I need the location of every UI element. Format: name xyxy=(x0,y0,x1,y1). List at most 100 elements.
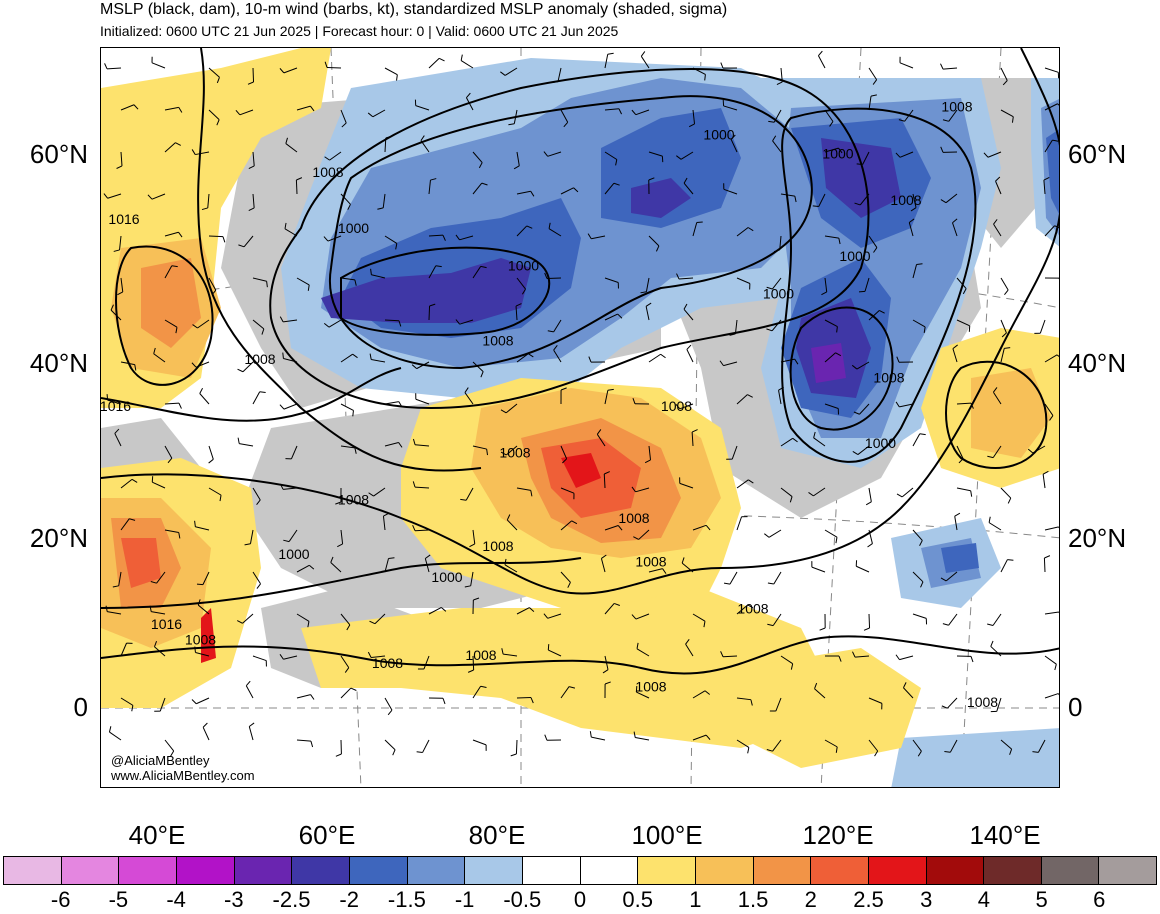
wind-barb-flag xyxy=(256,583,261,589)
wind-barb xyxy=(1043,557,1046,573)
wind-barb xyxy=(603,473,606,489)
wind-barb-flag xyxy=(1011,116,1014,123)
wind-barb xyxy=(681,562,694,573)
wind-barb xyxy=(824,277,828,292)
wind-barb xyxy=(772,140,782,153)
wind-barb-flag xyxy=(633,731,636,738)
wind-barb-flag xyxy=(296,177,303,181)
wind-barb-flag xyxy=(116,165,123,169)
wind-barb-flag xyxy=(438,57,445,62)
wind-barb xyxy=(604,603,615,615)
wind-barb xyxy=(560,187,574,195)
wind-barb xyxy=(472,182,483,195)
colorbar-swatch xyxy=(465,857,523,884)
wind-barb xyxy=(414,486,430,489)
wind-barb-flag xyxy=(644,459,651,464)
wind-barb xyxy=(956,445,964,459)
wind-barb xyxy=(901,487,914,498)
colorbar-label: 0.5 xyxy=(622,887,653,912)
lat-label-right-60: 60°N xyxy=(1068,139,1127,169)
wind-barb-flag xyxy=(237,437,240,444)
wind-barb-flag xyxy=(219,495,222,502)
wind-barb xyxy=(384,739,396,751)
wind-barb-flag xyxy=(747,747,750,754)
wind-barb xyxy=(1044,139,1053,153)
wind-barb xyxy=(899,655,914,661)
wind-barb xyxy=(912,264,918,279)
wind-barb xyxy=(648,445,652,460)
wind-barb xyxy=(284,228,298,237)
wind-barb-flag xyxy=(852,651,856,658)
lat-label-left-40: 40°N xyxy=(29,348,88,378)
wind-barb xyxy=(243,235,254,248)
wind-barb-flag xyxy=(655,245,660,252)
wind-barb xyxy=(692,109,696,124)
wind-barb-flag xyxy=(747,394,753,398)
wind-barb xyxy=(1044,655,1057,665)
wind-barb-flag xyxy=(778,386,784,391)
wind-barb xyxy=(107,611,122,615)
isobar-label: 1000 xyxy=(822,145,853,161)
wind-barb xyxy=(868,310,880,321)
wind-barb xyxy=(516,225,528,237)
wind-barb-flag xyxy=(873,247,878,253)
wind-barb xyxy=(560,571,571,583)
wind-barb-flag xyxy=(341,122,347,128)
wind-barb-flag xyxy=(279,404,285,410)
wind-barb-flag xyxy=(879,310,885,314)
wind-barb xyxy=(780,193,795,197)
wind-barb xyxy=(685,643,694,657)
wind-barb-flag xyxy=(248,165,255,170)
wind-barb xyxy=(722,655,738,658)
wind-barb-flag xyxy=(596,429,602,435)
wind-barb-flag xyxy=(1027,448,1034,454)
colorbar-swatch xyxy=(176,857,235,884)
wind-barb-flag xyxy=(993,219,998,225)
wind-barb-flag xyxy=(983,152,989,158)
wind-barb-flag xyxy=(194,520,196,527)
colorbar-swatch xyxy=(349,857,408,884)
wind-barb-flag xyxy=(201,207,208,211)
wind-barb-flag xyxy=(1049,415,1054,421)
wind-barb xyxy=(516,151,520,166)
anomaly-purple xyxy=(811,343,846,383)
wind-barb xyxy=(504,564,518,573)
wind-barb xyxy=(780,67,783,82)
wind-barb-flag xyxy=(560,387,567,391)
wind-barb xyxy=(912,739,922,752)
wind-barb xyxy=(283,319,298,323)
wind-barb xyxy=(912,319,926,328)
wind-barb-flag xyxy=(562,458,567,464)
wind-barb-flag xyxy=(1057,693,1059,696)
wind-barb-flag xyxy=(352,410,354,417)
lon-label-40e: 40°E xyxy=(128,820,186,850)
wind-barb xyxy=(516,190,531,195)
wind-barb-flag xyxy=(919,433,926,436)
wind-barb-flag xyxy=(324,61,328,68)
map-panel: 1008 1000 1000 1008 1016 1008 1000 1000 1000 1000… xyxy=(100,47,1060,788)
wind-barb xyxy=(956,319,970,327)
isobar-label: 1008 xyxy=(635,678,666,694)
wind-barb-flag xyxy=(970,402,974,409)
wind-barb xyxy=(956,277,967,289)
wind-barb-flag xyxy=(501,648,504,655)
wind-barb-flag xyxy=(814,682,818,689)
wind-barb xyxy=(120,478,133,489)
wind-barb xyxy=(245,685,254,699)
wind-barb-flag xyxy=(237,368,244,373)
wind-barb xyxy=(120,697,134,706)
wind-barb-flag xyxy=(108,726,112,733)
wind-barb-flag xyxy=(618,108,623,115)
wind-barb-flag xyxy=(607,388,614,391)
wind-barb-flag xyxy=(573,187,579,193)
wind-barb-flag xyxy=(211,289,217,296)
wind-barb xyxy=(691,431,694,447)
wind-barb-flag xyxy=(508,123,515,126)
wind-barb xyxy=(151,62,166,69)
wind-barb xyxy=(472,739,487,746)
wind-barb xyxy=(459,235,474,241)
isobar-label: 1008 xyxy=(372,655,403,671)
wind-barb-flag xyxy=(526,225,533,229)
wind-barb xyxy=(855,655,870,658)
wind-barb-flag xyxy=(1058,611,1059,614)
